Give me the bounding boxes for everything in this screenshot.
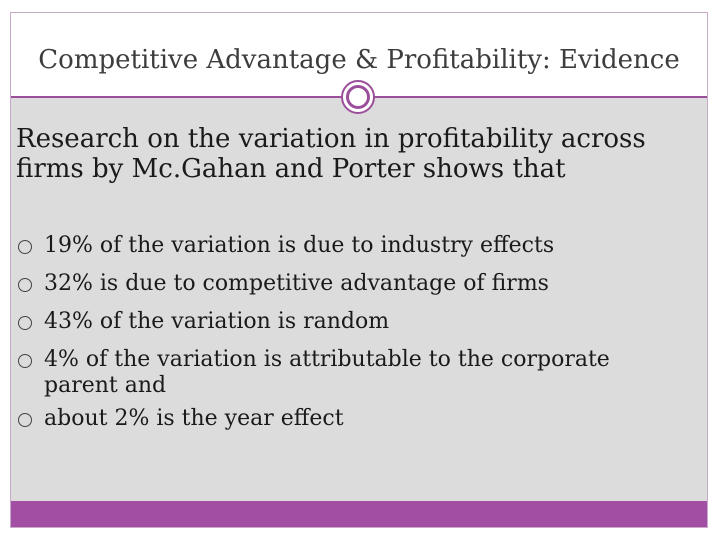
double-ring-icon: [341, 80, 375, 114]
hollow-circle-bullet-icon: [18, 413, 32, 427]
list-item: 19% of the variation is due to industry …: [18, 233, 678, 259]
bullet-text: 19% of the variation is due to industry …: [44, 233, 555, 258]
content-area: [11, 97, 707, 501]
hollow-circle-bullet-icon: [18, 278, 32, 292]
list-item: 4% of the variation is attributable to t…: [18, 347, 678, 399]
bullet-text: 4% of the variation is attributable to t…: [44, 347, 610, 398]
hollow-circle-bullet-icon: [18, 240, 32, 254]
hollow-circle-bullet-icon: [18, 354, 32, 368]
bullet-list: 19% of the variation is due to industry …: [18, 233, 678, 444]
slide-title: Competitive Advantage & Profitability: E…: [38, 45, 680, 75]
list-item: 32% is due to competitive advantage of f…: [18, 271, 678, 297]
bullet-text: 32% is due to competitive advantage of f…: [44, 271, 549, 296]
bullet-text: 43% of the variation is random: [44, 309, 390, 334]
bullet-text: about 2% is the year effect: [44, 406, 344, 431]
bottom-accent-bar: [11, 501, 707, 527]
intro-paragraph: Research on the variation in profitabili…: [16, 124, 646, 184]
list-item: about 2% is the year effect: [18, 406, 678, 432]
hollow-circle-bullet-icon: [18, 316, 32, 330]
list-item: 43% of the variation is random: [18, 309, 678, 335]
slide-frame: [10, 12, 708, 528]
